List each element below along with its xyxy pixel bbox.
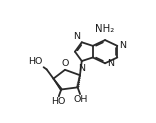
Text: N: N	[73, 32, 80, 41]
Text: O: O	[62, 59, 69, 68]
Text: N: N	[119, 41, 126, 50]
Text: NH₂: NH₂	[95, 24, 115, 34]
Text: HO: HO	[51, 97, 65, 106]
Polygon shape	[54, 79, 62, 90]
Text: N: N	[107, 59, 114, 68]
Text: OH: OH	[73, 95, 88, 104]
Text: N: N	[78, 64, 85, 73]
Text: HO: HO	[29, 57, 43, 66]
